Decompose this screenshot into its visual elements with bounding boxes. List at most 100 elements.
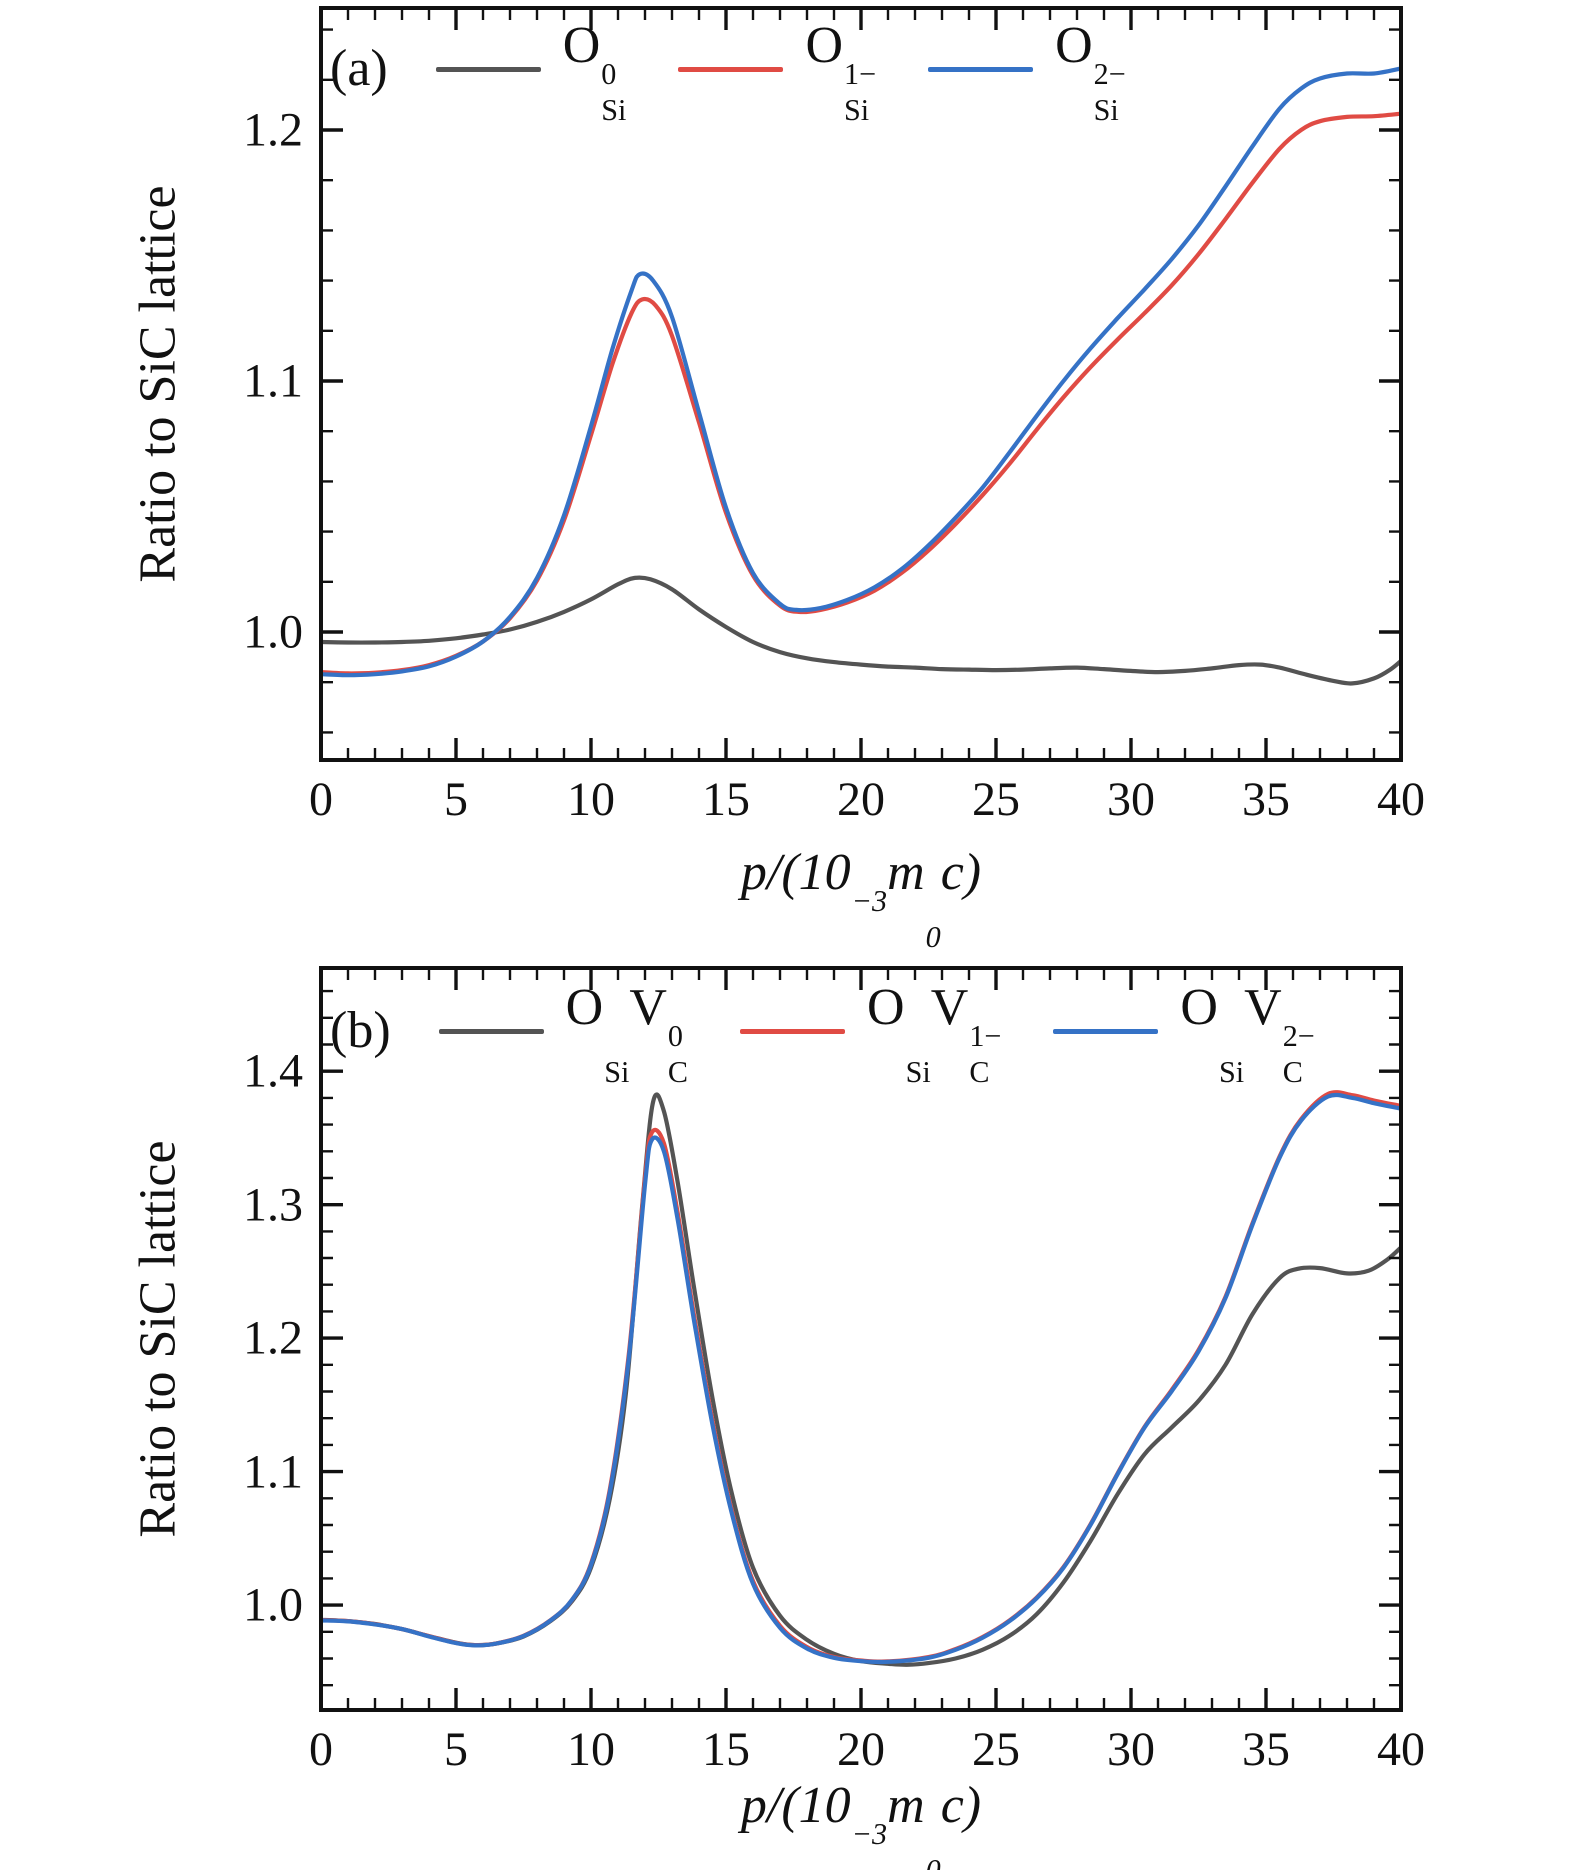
legend-1-1-scripts-0: Si <box>906 1022 931 1087</box>
x-tick-label-10-panel-1: 10 <box>567 1723 615 1776</box>
x-tick-label-20-panel-1: 20 <box>837 1723 885 1776</box>
legend-entry-1-panel-1: O Si V 1− C <box>740 976 1001 1087</box>
legend-0-2-sub-0: Si <box>1093 92 1119 127</box>
xlabel-0-scripts-1: 0 <box>926 887 941 952</box>
legend-label-0-panel-0: O 0 Si <box>563 14 627 125</box>
legend-0-0-sub-0: Si <box>601 92 627 127</box>
legend-1-2-scripts-0: Si <box>1219 1022 1244 1087</box>
xlabel-1-sub-1: 0 <box>925 1852 941 1870</box>
legend-entry-0-panel-0: O 0 Si <box>435 14 627 125</box>
xlabel-0-sup-0: −3 <box>851 883 888 918</box>
legend-1-0-scripts-0: Si <box>604 1022 629 1087</box>
xlabel-1-base-2: c) <box>940 1777 982 1834</box>
legend-1-2-sup-1: 2− <box>1282 1018 1315 1053</box>
curve-O_Si^1- <box>321 111 1401 676</box>
legend-0-1-scripts-0: 1− Si <box>844 56 877 127</box>
x-tick-label-25-panel-1: 25 <box>972 1723 1020 1776</box>
curve-OSiVC^1- <box>321 1090 1401 1664</box>
axes-frame-panel-0 <box>319 6 1403 762</box>
legend-0-2-base-0: O <box>1055 17 1093 74</box>
legend-0-0-base-0: O <box>562 17 601 74</box>
curve-OSiVC^2- <box>321 1092 1401 1665</box>
legend-0-0-sup-0: 0 <box>601 56 617 91</box>
y-tick-label-1.4-panel-1: 1.4 <box>243 1044 303 1098</box>
curve-O_Si^0 <box>321 575 1401 686</box>
legend-entry-2-panel-0: O 2− Si <box>928 14 1126 125</box>
legend-1-1-sub-0: Si <box>905 1054 931 1089</box>
x-axis-label-panel-b: p/(10 −3 m 0 c) <box>741 1776 981 1870</box>
x-tick-label-10-panel-0: 10 <box>567 773 615 826</box>
legend-line-sample-1-panel-0 <box>678 66 784 72</box>
legend-1-1-sub-1: C <box>969 1054 990 1089</box>
legend-1-1-scripts-1: 1− C <box>969 1018 1002 1089</box>
curve-O_Si^2- <box>321 66 1401 678</box>
legend-1-0-sub-1: C <box>667 1054 689 1089</box>
legend-line-sample-0-panel-1 <box>438 1028 544 1034</box>
x-tick-label-40-panel-0: 40 <box>1377 773 1425 826</box>
legend-label-2-panel-1: O Si V 2− C <box>1180 976 1314 1087</box>
xlabel-1-sub-0 <box>852 1856 887 1870</box>
x-tick-label-0-panel-1: 0 <box>309 1723 333 1776</box>
legend-entry-2-panel-1: O Si V 2− C <box>1053 976 1315 1087</box>
legend-1-0-sup-1: 0 <box>667 1018 683 1053</box>
legend-1-1-base-1: V <box>930 979 969 1036</box>
legend-line-sample-1-panel-1 <box>740 1028 846 1034</box>
xlabel-0-sup-1 <box>926 887 941 916</box>
legend-1-1-base-0: O <box>867 979 905 1036</box>
legend-1-0-base-1: V <box>629 979 667 1036</box>
x-tick-label-35-panel-1: 35 <box>1242 1723 1290 1776</box>
legend-0-0-scripts-0: 0 Si <box>601 56 627 127</box>
legend-1-2-base-1: V <box>1244 979 1282 1036</box>
legend-label-0-panel-1: O Si V 0 C <box>566 976 688 1087</box>
y-tick-label-1.0-panel-0: 1.0 <box>243 605 303 659</box>
legend-1-2-sub-1: C <box>1282 1054 1303 1089</box>
legend-0-1-sup-0: 1− <box>844 56 877 91</box>
y-axis-label-panel-b: Ratio to SiC lattice <box>129 1140 187 1538</box>
legend-1-1-sup-1: 1− <box>969 1018 1002 1053</box>
legend-entry-0-panel-1: O Si V 0 C <box>438 976 688 1087</box>
legend-1-1-sup-0 <box>906 1022 931 1051</box>
legend-1-2-sub-0: Si <box>1218 1054 1245 1089</box>
y-tick-label-1.2-panel-0: 1.2 <box>243 103 303 157</box>
legend-1-2-base-0: O <box>1180 979 1218 1036</box>
x-axis-label-panel-a: p/(10 −3 m 0 c) <box>741 843 981 952</box>
x-tick-label-15-panel-0: 15 <box>702 773 750 826</box>
y-axis-label-panel-a: Ratio to SiC lattice <box>129 185 187 583</box>
legend-1-0-sub-0: Si <box>604 1054 630 1089</box>
xlabel-0-base-0: p/(10 <box>740 844 851 901</box>
xlabel-0-sub-0 <box>852 923 887 952</box>
panel-tag-b: (b) <box>330 1002 391 1060</box>
x-tick-label-5-panel-1: 5 <box>444 1723 468 1776</box>
legend-label-1-panel-1: O Si V 1− C <box>867 976 1001 1087</box>
xlabel-0-scripts-0: −3 <box>851 883 888 952</box>
x-tick-label-15-panel-1: 15 <box>702 1723 750 1776</box>
legend-0-1-sub-0: Si <box>844 92 870 127</box>
axes-frame-panel-1 <box>319 966 1403 1712</box>
minor-ticks-panel-0 <box>321 8 1401 760</box>
legend-1-2-scripts-1: 2− C <box>1282 1018 1315 1089</box>
legend-line-sample-0-panel-0 <box>435 66 541 72</box>
xlabel-1-base-1: m <box>887 1777 925 1834</box>
x-tick-label-30-panel-1: 30 <box>1107 1723 1155 1776</box>
x-tick-label-30-panel-0: 30 <box>1107 773 1155 826</box>
y-tick-label-1.0-panel-1: 1.0 <box>243 1578 303 1632</box>
xlabel-1-scripts-1: 0 <box>926 1820 941 1870</box>
legend-0-2-sup-0: 2− <box>1093 56 1126 91</box>
xlabel-0-base-1: m <box>887 844 925 901</box>
legend-label-2-panel-0: O 2− Si <box>1055 14 1126 125</box>
xlabel-0-base-2: c) <box>940 844 982 901</box>
x-tick-label-25-panel-0: 25 <box>972 773 1020 826</box>
minor-ticks-panel-1 <box>321 968 1401 1710</box>
y-tick-label-1.2-panel-1: 1.2 <box>243 1311 303 1365</box>
xlabel-1-base-0: p/(10 <box>740 1777 851 1834</box>
legend-0-1-base-0: O <box>805 17 843 74</box>
x-tick-label-5-panel-0: 5 <box>444 773 468 826</box>
legend-0-2-scripts-0: 2− Si <box>1093 56 1126 127</box>
legend-1-0-sup-0 <box>604 1022 629 1051</box>
legend-1-2-sup-0 <box>1219 1022 1244 1051</box>
y-tick-label-1.1-panel-0: 1.1 <box>243 354 303 408</box>
legend-panel-b: (b) O Si V 0 C O Si V 1− C O Si V 2− C <box>330 976 1367 1087</box>
